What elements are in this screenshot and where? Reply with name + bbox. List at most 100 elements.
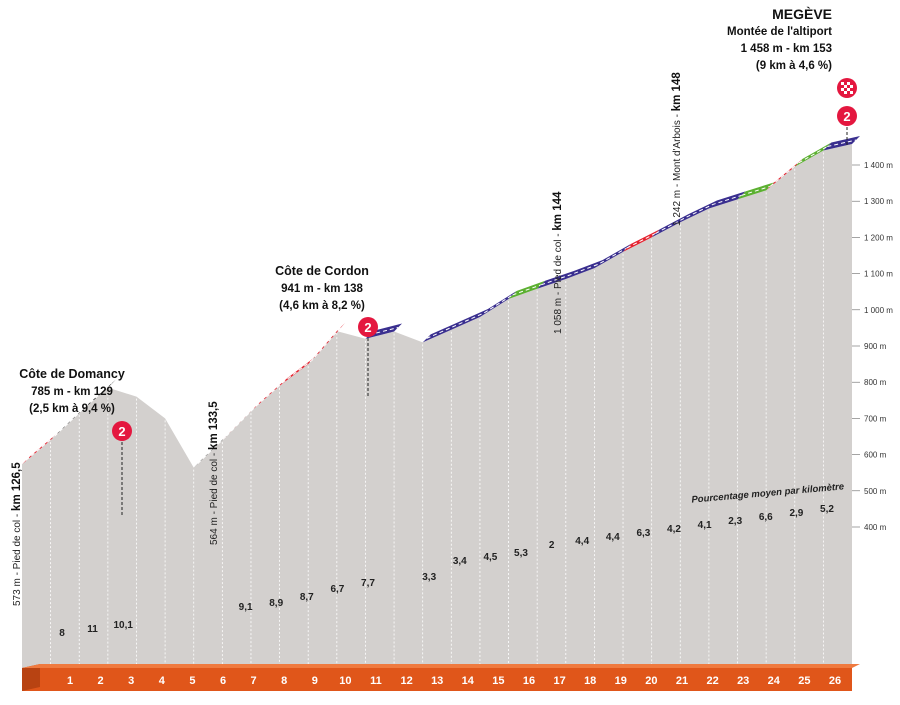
km-label: 21 [676,675,688,687]
foot-label-3-alt: 1 058 m - Pied de col - [553,231,564,334]
percentage-label: 3,3 [422,572,436,583]
foot-label-4-km: km 148 [671,72,683,112]
foot-label-2-km: km 133,5 [208,401,220,450]
finish-climb: Montée de l'altiport [727,26,832,38]
percentage-label: 2 [549,540,555,551]
foot-label-1-alt: 573 m - Pied de col - [12,511,23,606]
altitude-tick-label: 900 m [864,342,887,351]
gradient-centerline [655,194,742,234]
checker-square [847,88,850,91]
km-label: 13 [431,675,443,687]
climb-cordon-name: Côte de Cordon [275,264,369,278]
percentage-label: 4,4 [575,536,589,547]
profile-area [22,144,852,691]
altitude-tick-label: 1 100 m [864,270,893,279]
gradient-centerline [512,284,542,296]
altitude-tick-label: 700 m [864,414,887,423]
gradient-segment [50,379,116,441]
foot-label-2-alt: 564 m - Pied de col - [209,450,220,545]
gradient-centerline [426,294,513,339]
svg-text:564 m - Pied de col - km 133,5: 564 m - Pied de col - km 133,5 [208,401,220,545]
checker-square [841,82,844,85]
gradient-centerline [25,435,55,461]
percentage-label: 6,3 [636,528,650,539]
altitude-tick-label: 1 000 m [864,306,893,315]
gradient-segment [651,191,746,238]
altitude-tick-label: 500 m [864,487,887,496]
km-label: 2 [98,675,104,687]
km-band-top [22,664,860,668]
finish-info: 1 458 m - km 153 [741,43,832,55]
km-labels: 1 2 3 4 5 6 7 8 9 10 11 12 13 14 15 16 17 18 19 20 21 22 23 24 2… [67,675,841,687]
km-label: 23 [737,675,749,687]
climb-cordon-info: 941 m - km 138 [281,283,363,295]
finish-stats: (9 km à 4,6 %) [756,60,832,72]
km-label: 5 [189,675,195,687]
km-label: 11 [370,675,382,687]
km-band-rect [22,668,852,691]
altitude-tick-label: 400 m [864,523,887,532]
checker-square [850,91,853,94]
gradient-centerline [626,232,656,249]
category-marker-domancy [112,421,132,441]
foot-label-1: 573 m - Pied de col - km 126,5 [11,462,23,606]
climb-cordon-stats: (4,6 km à 8,2 %) [279,300,365,312]
km-label: 10 [339,675,351,687]
km-band-side [22,664,40,691]
foot-label-3-km: km 144 [552,191,564,231]
percentage-label: 4,5 [483,552,497,563]
km-label: 22 [706,675,718,687]
gradient-centerline [741,185,771,196]
svg-text:1 058 m - Pied de col - km 144: 1 058 m - Pied de col - km 144 [552,191,564,334]
percentage-label: 8 [59,628,65,639]
km-label: 1 [67,675,73,687]
km-label: 6 [220,675,226,687]
checker-square [844,91,847,94]
altitude-tick-label: 1 400 m [864,161,893,170]
km-label: 15 [492,675,504,687]
foot-label-1-km: km 126,5 [11,462,23,511]
foot-label-4-alt: 1 242 m - Mont d'Arbois - [672,111,683,226]
percentage-label: 9,1 [239,602,253,613]
svg-text:1 242 m - Mont d'Arbois - km 1: 1 242 m - Mont d'Arbois - km 148 [671,72,683,226]
altitude-tick-label: 600 m [864,451,887,460]
category-marker-cordon [358,317,378,337]
km-label: 3 [128,675,134,687]
km-label: 9 [312,675,318,687]
checker-square [847,82,850,85]
km-label: 7 [251,675,257,687]
gradient-centerline [54,383,113,437]
percentage-label: 2,3 [728,516,742,527]
category-marker-domancy-label: 2 [118,424,125,439]
km-label: 18 [584,675,596,687]
percentage-labels: 8 11 10,1 9,1 8,9 8,7 6,7 7,7 3,3 3,4 4,5 5,3 2 4,4 4,… [59,504,834,639]
percentage-label: 5,2 [820,504,834,515]
percentage-label: 4,4 [606,532,620,543]
climb-domancy-stats: (2,5 km à 9,4 %) [29,403,115,415]
percentage-label: 6,7 [330,584,344,595]
foot-label-3: 1 058 m - Pied de col - km 144 [552,191,564,334]
gradient-centerline [369,327,399,336]
percentage-label: 8,7 [300,592,314,603]
percentage-label: 10,1 [113,620,133,631]
checkered-flag-icon [837,78,857,98]
finish: MEGÈVE Montée de l'altiport 1 458 m - km… [727,6,857,147]
km-label: 24 [768,675,781,687]
km-label: 17 [553,675,565,687]
altitude-tick-label: 1 300 m [864,197,893,206]
altitude-tick-label: 1 200 m [864,233,893,242]
km-label: 25 [798,675,810,687]
km-label: 8 [281,675,287,687]
percentage-label: 3,4 [453,556,467,567]
category-marker-finish-label: 2 [843,109,850,124]
gradient-centerline [225,326,342,437]
km-band [22,664,860,691]
percentage-label: 8,9 [269,598,283,609]
percentage-label: 4,2 [667,524,681,535]
km-label: 14 [462,675,475,687]
percentage-label: 2,9 [789,508,803,519]
climb-domancy: Côte de Domancy 785 m - km 129 (2,5 km à… [19,367,132,517]
gradient-segment [537,243,632,289]
